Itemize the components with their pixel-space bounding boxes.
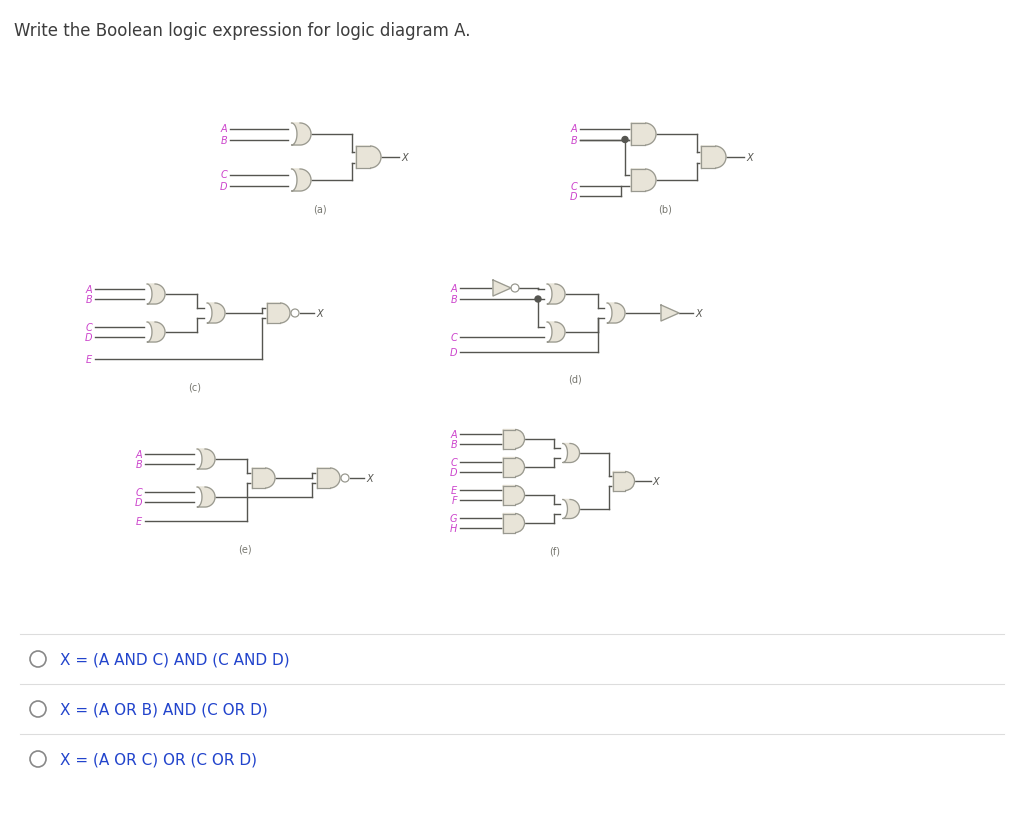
Text: X = (A AND C) AND (C AND D): X = (A AND C) AND (C AND D) — [60, 652, 290, 667]
Text: H: H — [450, 523, 457, 533]
Text: X = (A OR B) AND (C OR D): X = (A OR B) AND (C OR D) — [60, 702, 267, 717]
Text: C: C — [220, 170, 227, 180]
Polygon shape — [292, 124, 311, 146]
Text: (d): (d) — [568, 374, 582, 385]
Text: X: X — [652, 477, 659, 486]
Text: X: X — [401, 153, 408, 163]
Text: (c): (c) — [188, 382, 202, 392]
Text: E: E — [136, 516, 142, 527]
Polygon shape — [662, 305, 679, 322]
Text: C: C — [451, 333, 457, 342]
Text: X = (A OR C) OR (C OR D): X = (A OR C) OR (C OR D) — [60, 752, 257, 767]
Text: G: G — [450, 514, 457, 523]
Polygon shape — [252, 468, 275, 488]
Text: D: D — [134, 497, 142, 508]
Text: C: C — [85, 323, 92, 333]
Polygon shape — [493, 281, 511, 296]
Polygon shape — [607, 304, 625, 324]
Polygon shape — [631, 124, 656, 146]
Text: C: C — [135, 487, 142, 497]
Text: (b): (b) — [658, 205, 672, 215]
Text: X: X — [316, 309, 323, 319]
Text: D: D — [450, 467, 457, 477]
Polygon shape — [503, 486, 524, 505]
Polygon shape — [147, 285, 165, 305]
Polygon shape — [503, 514, 524, 533]
Text: A: A — [85, 285, 92, 295]
Text: X: X — [695, 309, 701, 319]
Text: X: X — [366, 473, 373, 483]
Text: D: D — [219, 181, 227, 192]
Polygon shape — [503, 430, 524, 449]
Text: C: C — [570, 181, 577, 192]
Polygon shape — [563, 444, 580, 463]
Text: (a): (a) — [313, 205, 327, 215]
Circle shape — [535, 296, 541, 303]
Text: D: D — [569, 192, 577, 201]
Text: E: E — [86, 355, 92, 364]
Text: X: X — [746, 153, 753, 163]
Polygon shape — [292, 170, 311, 192]
Polygon shape — [547, 323, 565, 342]
Polygon shape — [317, 468, 340, 488]
Polygon shape — [701, 147, 726, 169]
Polygon shape — [563, 500, 580, 519]
Text: E: E — [451, 486, 457, 495]
Text: B: B — [220, 135, 227, 145]
Text: B: B — [85, 295, 92, 305]
Text: A: A — [220, 124, 227, 134]
Text: F: F — [452, 495, 457, 505]
Polygon shape — [613, 472, 635, 491]
Text: B: B — [570, 135, 577, 145]
Text: A: A — [135, 450, 142, 459]
Text: A: A — [451, 283, 457, 294]
Polygon shape — [356, 147, 381, 169]
Text: Write the Boolean logic expression for logic diagram A.: Write the Boolean logic expression for l… — [14, 22, 470, 40]
Text: D: D — [85, 333, 92, 342]
Text: (f): (f) — [550, 546, 560, 556]
Polygon shape — [147, 323, 165, 342]
Text: B: B — [451, 439, 457, 449]
Polygon shape — [547, 285, 565, 305]
Polygon shape — [207, 304, 225, 324]
Polygon shape — [197, 450, 215, 469]
Polygon shape — [197, 487, 215, 508]
Text: (e): (e) — [239, 545, 252, 554]
Polygon shape — [267, 304, 290, 324]
Text: B: B — [451, 295, 457, 305]
Polygon shape — [631, 170, 656, 192]
Text: D: D — [450, 347, 457, 358]
Polygon shape — [503, 458, 524, 477]
Text: B: B — [135, 459, 142, 469]
Circle shape — [622, 138, 628, 143]
Text: A: A — [451, 430, 457, 440]
Text: A: A — [570, 124, 577, 134]
Text: C: C — [451, 458, 457, 468]
